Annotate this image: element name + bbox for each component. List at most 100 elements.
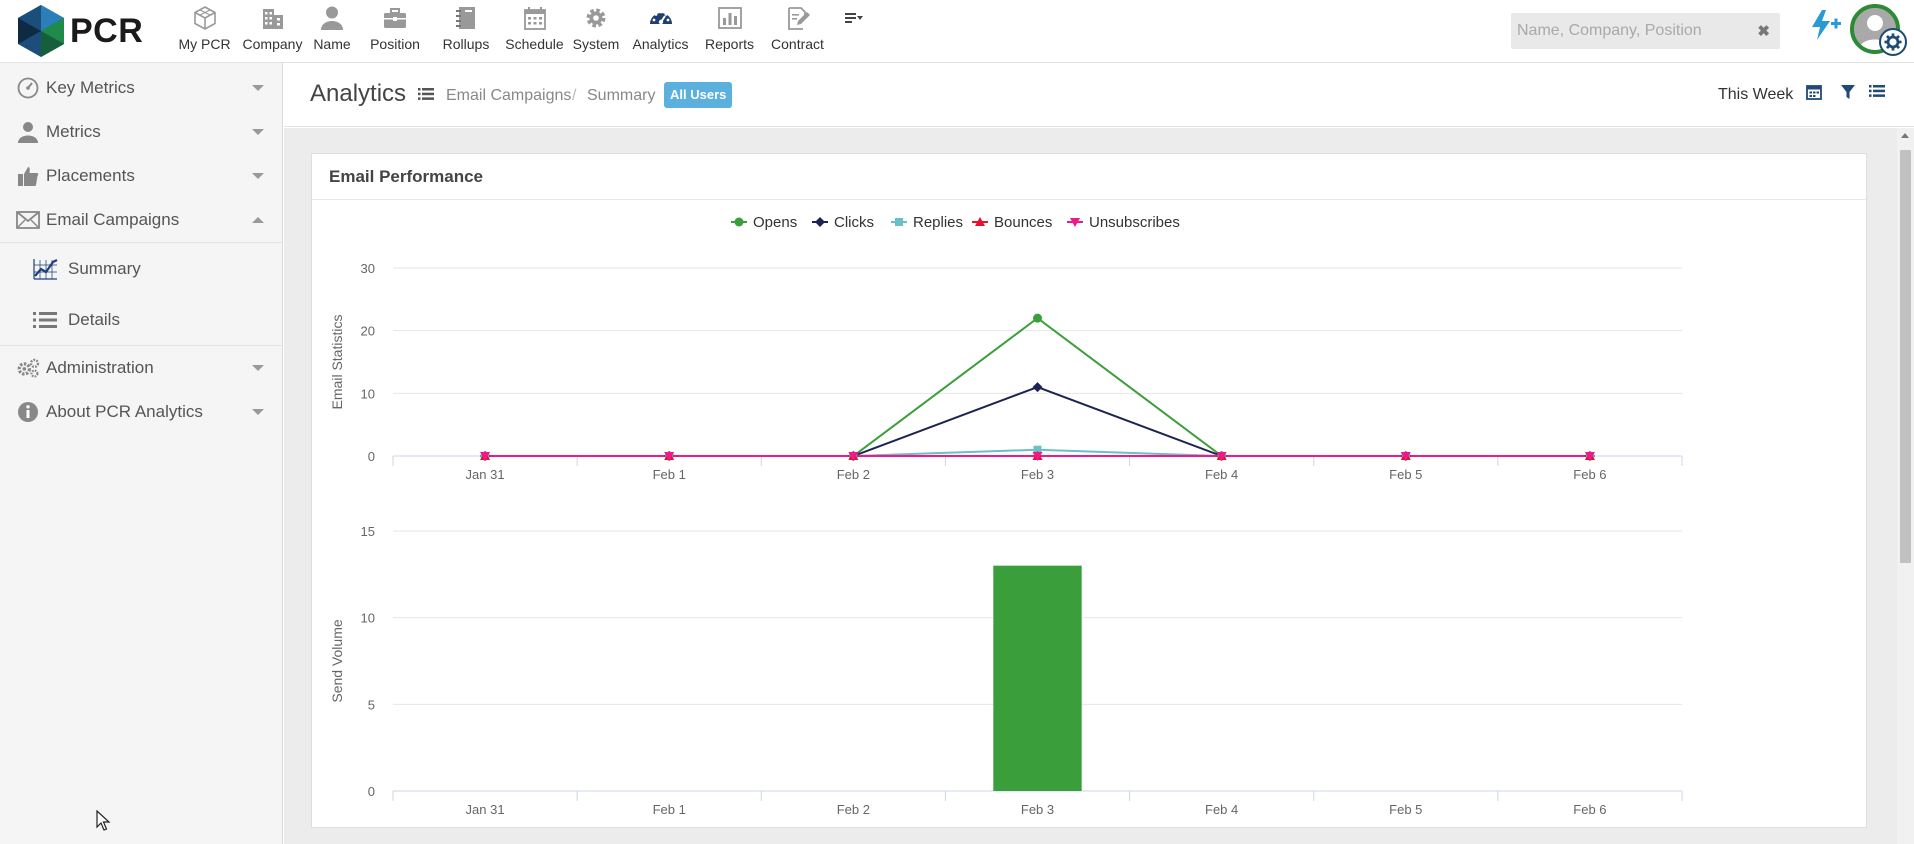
nav-position[interactable]: Position [358, 0, 432, 63]
line-chart-xtick-label: Feb 2 [837, 467, 870, 482]
building-icon [260, 3, 286, 33]
chevron-down-icon [252, 173, 264, 179]
line-chart-xtick-label: Jan 31 [466, 467, 505, 482]
date-range-label[interactable]: This Week [1718, 86, 1794, 103]
sidebar-item-metrics[interactable]: Metrics [0, 110, 282, 154]
sidebar-subitem-details[interactable]: Details [0, 294, 282, 345]
calendar-icon[interactable] [1806, 84, 1822, 100]
nav-label: Name [313, 36, 351, 52]
line-chart-xtick-label: Feb 4 [1205, 467, 1238, 482]
point-unsubscribes [1584, 452, 1595, 461]
contract-edit-icon [785, 3, 811, 33]
gears-icon [16, 356, 40, 380]
legend-marker-replies [895, 218, 903, 226]
scrollbar-thumb[interactable] [1900, 150, 1911, 563]
list-menu-icon[interactable] [418, 87, 434, 101]
line-chart-ytick-label: 30 [361, 261, 375, 276]
chevron-down-icon [252, 409, 264, 415]
thumbs-up-icon [16, 164, 40, 188]
user-settings-gear-icon[interactable] [1879, 28, 1907, 56]
users-filter-badge[interactable]: All Users [664, 82, 733, 108]
line-chart-xtick-label: Feb 5 [1389, 467, 1422, 482]
person-icon [319, 3, 345, 33]
line-chart-ytick-label: 0 [368, 449, 375, 464]
gauge-icon [16, 76, 40, 100]
point-unsubscribes [664, 452, 675, 461]
info-icon [16, 400, 40, 424]
nav-label: Rollups [442, 36, 490, 52]
nav-label: Schedule [505, 36, 564, 52]
quick-add-bolt-icon[interactable] [1808, 8, 1842, 42]
scroll-up-arrow-icon[interactable] [1901, 133, 1909, 138]
bar-chart-xtick-label: Jan 31 [466, 802, 505, 817]
nav-schedule[interactable]: Schedule [500, 0, 569, 63]
nav-label: Contract [771, 36, 824, 52]
sidebar-item-administration[interactable]: Administration [0, 346, 282, 390]
sidebar-subitem-label: Summary [68, 258, 141, 278]
nav-name[interactable]: Name [306, 0, 358, 63]
envelope-icon [16, 208, 40, 232]
sidebar-item-label: Key Metrics [46, 78, 135, 97]
briefcase-icon [382, 3, 408, 33]
point-opens [1033, 313, 1042, 323]
pcr-logo-icon [18, 5, 64, 57]
search-input[interactable] [1511, 13, 1751, 49]
email-performance-panel: Email Performance 0 10 20 30 Jan 31 Feb 1 Feb … [311, 153, 1867, 828]
nav-company[interactable]: Company [239, 0, 306, 63]
email-campaigns-submenu: Summary Details [0, 242, 282, 346]
breadcrumb-email-campaigns[interactable]: Email Campaigns [446, 87, 572, 104]
vertical-scrollbar[interactable] [1897, 128, 1914, 844]
legend-label-opens: Opens [753, 214, 797, 231]
nav-analytics[interactable]: Analytics [623, 0, 698, 63]
gear-icon [583, 3, 609, 33]
nav-rollups[interactable]: Rollups [432, 0, 500, 63]
sidebar-item-label: Metrics [46, 122, 101, 141]
bar-chart-xtick-label: Feb 2 [837, 802, 870, 817]
nav-more-menu[interactable] [834, 0, 874, 63]
email-performance-chart: 0 10 20 30 Jan 31 Feb 1 Feb 2 Feb 3 Feb 4 Feb 5 Fe… [329, 214, 1683, 817]
sidebar-item-label: About PCR Analytics [46, 402, 203, 421]
line-chart-xtick-label: Feb 3 [1021, 467, 1054, 482]
bar-chart-xtick-label: Feb 4 [1205, 802, 1238, 817]
breadcrumb-separator: / [572, 87, 577, 104]
point-unsubscribes [1032, 452, 1043, 461]
nav-label: Position [370, 36, 420, 52]
calendar-icon [522, 3, 548, 33]
legend-label-unsubscribes: Unsubscribes [1089, 214, 1180, 231]
sidebar-item-label: Administration [46, 358, 154, 377]
point-clicks [1032, 382, 1043, 393]
bar-chart-ytick-label: 5 [368, 697, 375, 712]
bar-report-icon [717, 3, 743, 33]
line-chart-ytick-label: 10 [361, 386, 375, 401]
sidebar-item-placements[interactable]: Placements [0, 154, 282, 198]
line-chart-ytick-label: 20 [361, 324, 375, 339]
sidebar-item-about[interactable]: About PCR Analytics [0, 390, 282, 434]
sidebar-item-email-campaigns[interactable]: Email Campaigns [0, 198, 282, 242]
point-unsubscribes [480, 452, 491, 461]
chevron-down-icon [252, 85, 264, 91]
nav-reports[interactable]: Reports [698, 0, 761, 63]
clear-icon[interactable]: ✖ [1757, 23, 1770, 40]
point-unsubscribes [1400, 452, 1411, 461]
sidebar: Key Metrics Metrics Placements Email Cam… [0, 63, 283, 844]
nav-label: System [572, 36, 620, 52]
person-icon [16, 120, 40, 144]
pcr-logo[interactable]: PCR [18, 4, 148, 58]
nav-system[interactable]: System [569, 0, 623, 63]
list-view-icon[interactable] [1869, 84, 1885, 98]
nav-contract[interactable]: Contract [761, 0, 834, 63]
sidebar-subitem-summary[interactable]: Summary [0, 243, 282, 294]
chevron-down-icon [252, 129, 264, 135]
nav-mypcr[interactable]: My PCR [170, 0, 239, 63]
sidebar-item-key-metrics[interactable]: Key Metrics [0, 66, 282, 110]
bar-chart-xtick-label: Feb 6 [1573, 802, 1606, 817]
filter-icon[interactable] [1841, 84, 1855, 100]
nav-label: Reports [704, 36, 755, 52]
chevron-down-icon [252, 365, 264, 371]
breadcrumb-summary: Summary [587, 87, 656, 104]
legend-label-clicks: Clicks [834, 214, 874, 231]
line-chart-xtick-label: Feb 1 [653, 467, 686, 482]
nav-label: Company [242, 36, 303, 52]
bar-chart-ytick-label: 0 [368, 784, 375, 799]
point-unsubscribes [848, 452, 859, 461]
